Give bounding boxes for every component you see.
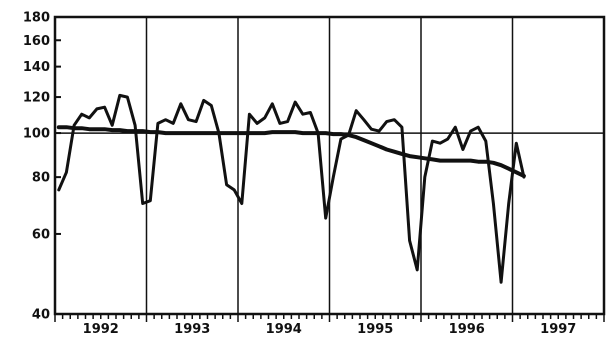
y-tick-label: 180 [23, 11, 50, 26]
y-tick-label: 160 [23, 34, 50, 49]
x-year-label: 1997 [540, 322, 576, 337]
y-tick-label: 80 [32, 171, 50, 186]
x-year-label: 1994 [266, 322, 302, 337]
x-year-label: 1995 [357, 322, 393, 337]
series-line-1 [57, 93, 526, 284]
y-tick-label: 140 [23, 60, 50, 75]
x-year-label: 1992 [83, 322, 119, 337]
x-year-label: 1996 [449, 322, 485, 337]
y-tick-label: 60 [32, 227, 50, 242]
y-tick-label: 120 [23, 91, 50, 106]
y-tick-label: 100 [23, 127, 50, 142]
series-line-2 [56, 125, 526, 178]
x-year-label: 1993 [174, 322, 210, 337]
y-tick-label: 40 [32, 308, 50, 323]
